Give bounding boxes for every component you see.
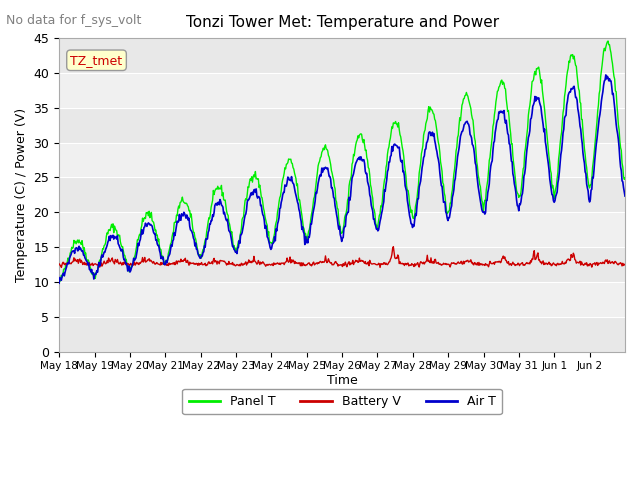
X-axis label: Time: Time: [326, 374, 358, 387]
Text: No data for f_sys_volt: No data for f_sys_volt: [6, 14, 142, 27]
Bar: [59, 143, 625, 178]
Bar: [59, 108, 625, 143]
Title: Tonzi Tower Met: Temperature and Power: Tonzi Tower Met: Temperature and Power: [186, 15, 499, 30]
Legend: Panel T, Battery V, Air T: Panel T, Battery V, Air T: [182, 389, 502, 414]
Bar: [59, 247, 625, 282]
Bar: [59, 317, 625, 351]
Bar: [59, 282, 625, 317]
Text: TZ_tmet: TZ_tmet: [70, 54, 123, 67]
Bar: [59, 178, 625, 212]
Bar: [59, 38, 625, 73]
Y-axis label: Temperature (C) / Power (V): Temperature (C) / Power (V): [15, 108, 28, 282]
Bar: [59, 212, 625, 247]
Bar: [59, 73, 625, 108]
